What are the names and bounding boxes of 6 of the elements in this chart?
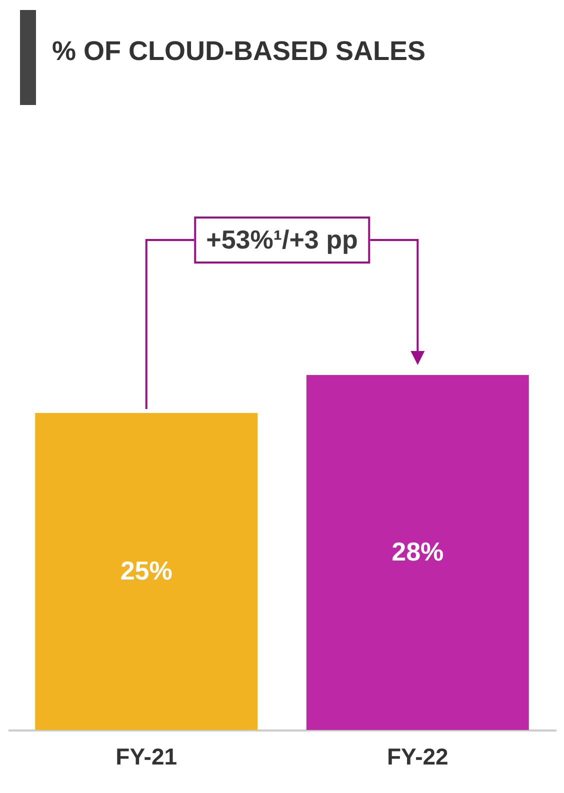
annotation-box: +53%¹/+3 pp [194, 216, 370, 264]
x-tick-label: FY-22 [386, 744, 448, 770]
data-label: 28% [392, 536, 444, 566]
x-tick-label: FY-21 [116, 744, 178, 770]
data-label: 25% [120, 556, 172, 586]
chart-title: % OF CLOUD-BASED SALES [52, 36, 426, 67]
